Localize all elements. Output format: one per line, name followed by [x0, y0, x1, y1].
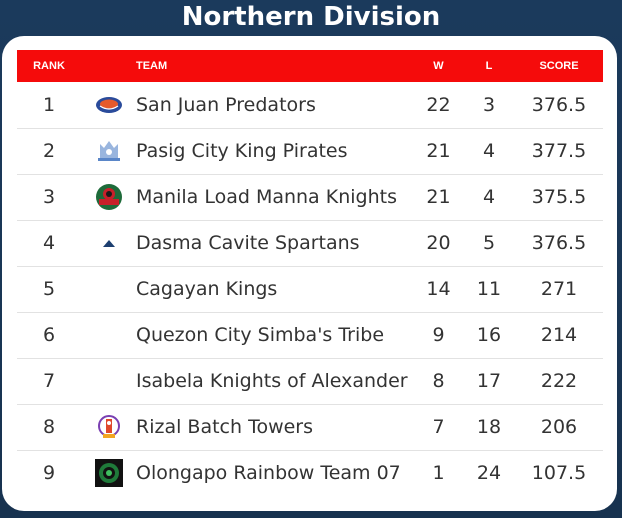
table-row[interactable]: 7 Isabela Knights of Alexander 8 17 222	[17, 358, 603, 404]
score-cell: 206	[540, 416, 578, 438]
logo-cell	[81, 220, 136, 266]
score-cell: 376.5	[531, 232, 587, 254]
losses-cell: 16	[476, 324, 502, 346]
header-logo	[81, 50, 136, 82]
losses-cell: 4	[482, 140, 496, 162]
logo-cell	[81, 128, 136, 174]
score-cell: 107.5	[531, 462, 587, 485]
team-name[interactable]: Dasma Cavite Spartans	[136, 232, 360, 254]
losses-cell: 4	[482, 186, 496, 208]
wins-cell: 8	[432, 370, 445, 392]
wins-cell: 9	[432, 324, 445, 346]
rank-cell: 5	[42, 278, 56, 300]
score-cell: 376.5	[531, 93, 587, 116]
towers-logo-icon	[97, 415, 120, 438]
header-wins[interactable]: W	[433, 60, 444, 72]
losses-cell: 11	[476, 278, 502, 300]
score-cell: 375.5	[531, 186, 587, 208]
header-score[interactable]: SCORE	[539, 60, 579, 72]
table-row[interactable]: 4 Dasma Cavite Spartans 20 5 376.5	[17, 220, 603, 266]
rank-cell: 1	[42, 93, 56, 116]
score-cell: 214	[540, 324, 578, 346]
team-name[interactable]: Rizal Batch Towers	[136, 416, 314, 438]
wins-cell: 21	[426, 140, 451, 162]
logo-cell	[81, 174, 136, 220]
table-header-row: RANK TEAM W L SCORE	[17, 50, 603, 82]
logo-cell	[81, 450, 136, 496]
logo-cell	[81, 358, 136, 404]
score-cell: 271	[540, 278, 578, 300]
header-losses[interactable]: L	[485, 60, 493, 72]
table-row[interactable]: 8 Rizal Batch Towers 7 18 206	[17, 404, 603, 450]
standings-table: RANK TEAM W L SCORE 1 San Juan Predators	[17, 50, 603, 496]
spartans-logo-icon	[102, 239, 115, 247]
team-name[interactable]: Manila Load Manna Knights	[136, 186, 397, 208]
rank-cell: 2	[42, 140, 56, 162]
team-name[interactable]: Olongapo Rainbow Team 07	[136, 462, 401, 485]
rank-cell: 4	[42, 232, 56, 254]
logo-cell	[81, 82, 136, 128]
losses-cell: 18	[476, 416, 502, 438]
score-cell: 222	[540, 370, 578, 392]
losses-cell: 3	[482, 93, 496, 116]
team-name[interactable]: San Juan Predators	[136, 93, 316, 116]
table-row[interactable]: 5 Cagayan Kings 14 11 271	[17, 266, 603, 312]
losses-cell: 17	[476, 370, 502, 392]
team-name[interactable]: Quezon City Simba's Tribe	[136, 324, 385, 346]
rank-cell: 7	[42, 370, 56, 392]
logo-cell	[81, 404, 136, 450]
rank-cell: 9	[42, 462, 56, 485]
table-row[interactable]: 3 Manila Load Manna Knights 21 4 375.5	[17, 174, 603, 220]
wins-cell: 21	[426, 186, 451, 208]
table-row[interactable]: 6 Quezon City Simba's Tribe 9 16 214	[17, 312, 603, 358]
page-title: Northern Division	[181, 2, 441, 32]
rank-cell: 6	[42, 324, 56, 346]
table-row[interactable]: 1 San Juan Predators 22 3 376.5	[17, 82, 603, 128]
wins-cell: 20	[426, 232, 451, 254]
team-name[interactable]: Isabela Knights of Alexander	[136, 370, 408, 392]
wins-cell: 1	[432, 462, 445, 485]
wins-cell: 14	[426, 278, 451, 300]
table-row[interactable]: 2 Pasig City King Pirates 21 4 377.5	[17, 128, 603, 174]
pirates-logo-icon	[97, 141, 120, 161]
rank-cell: 8	[42, 416, 56, 438]
team-name[interactable]: Pasig City King Pirates	[136, 140, 348, 162]
standings-card: RANK TEAM W L SCORE 1 San Juan Predators	[2, 36, 617, 511]
losses-cell: 24	[476, 462, 502, 485]
wins-cell: 22	[426, 93, 451, 116]
table-row[interactable]: 9 Olongapo Rainbow Team 07 1 24 107.5	[17, 450, 603, 496]
rainbow-logo-icon	[94, 459, 123, 488]
rank-cell: 3	[42, 186, 56, 208]
header-rank[interactable]: RANK	[33, 60, 65, 72]
logo-cell	[81, 266, 136, 312]
predators-logo-icon	[95, 97, 122, 113]
knights-logo-icon	[95, 184, 122, 210]
team-name[interactable]: Cagayan Kings	[136, 278, 278, 300]
losses-cell: 5	[482, 232, 496, 254]
header-team[interactable]: TEAM	[136, 60, 168, 72]
logo-cell	[81, 312, 136, 358]
score-cell: 377.5	[531, 140, 587, 162]
wins-cell: 7	[432, 416, 445, 438]
